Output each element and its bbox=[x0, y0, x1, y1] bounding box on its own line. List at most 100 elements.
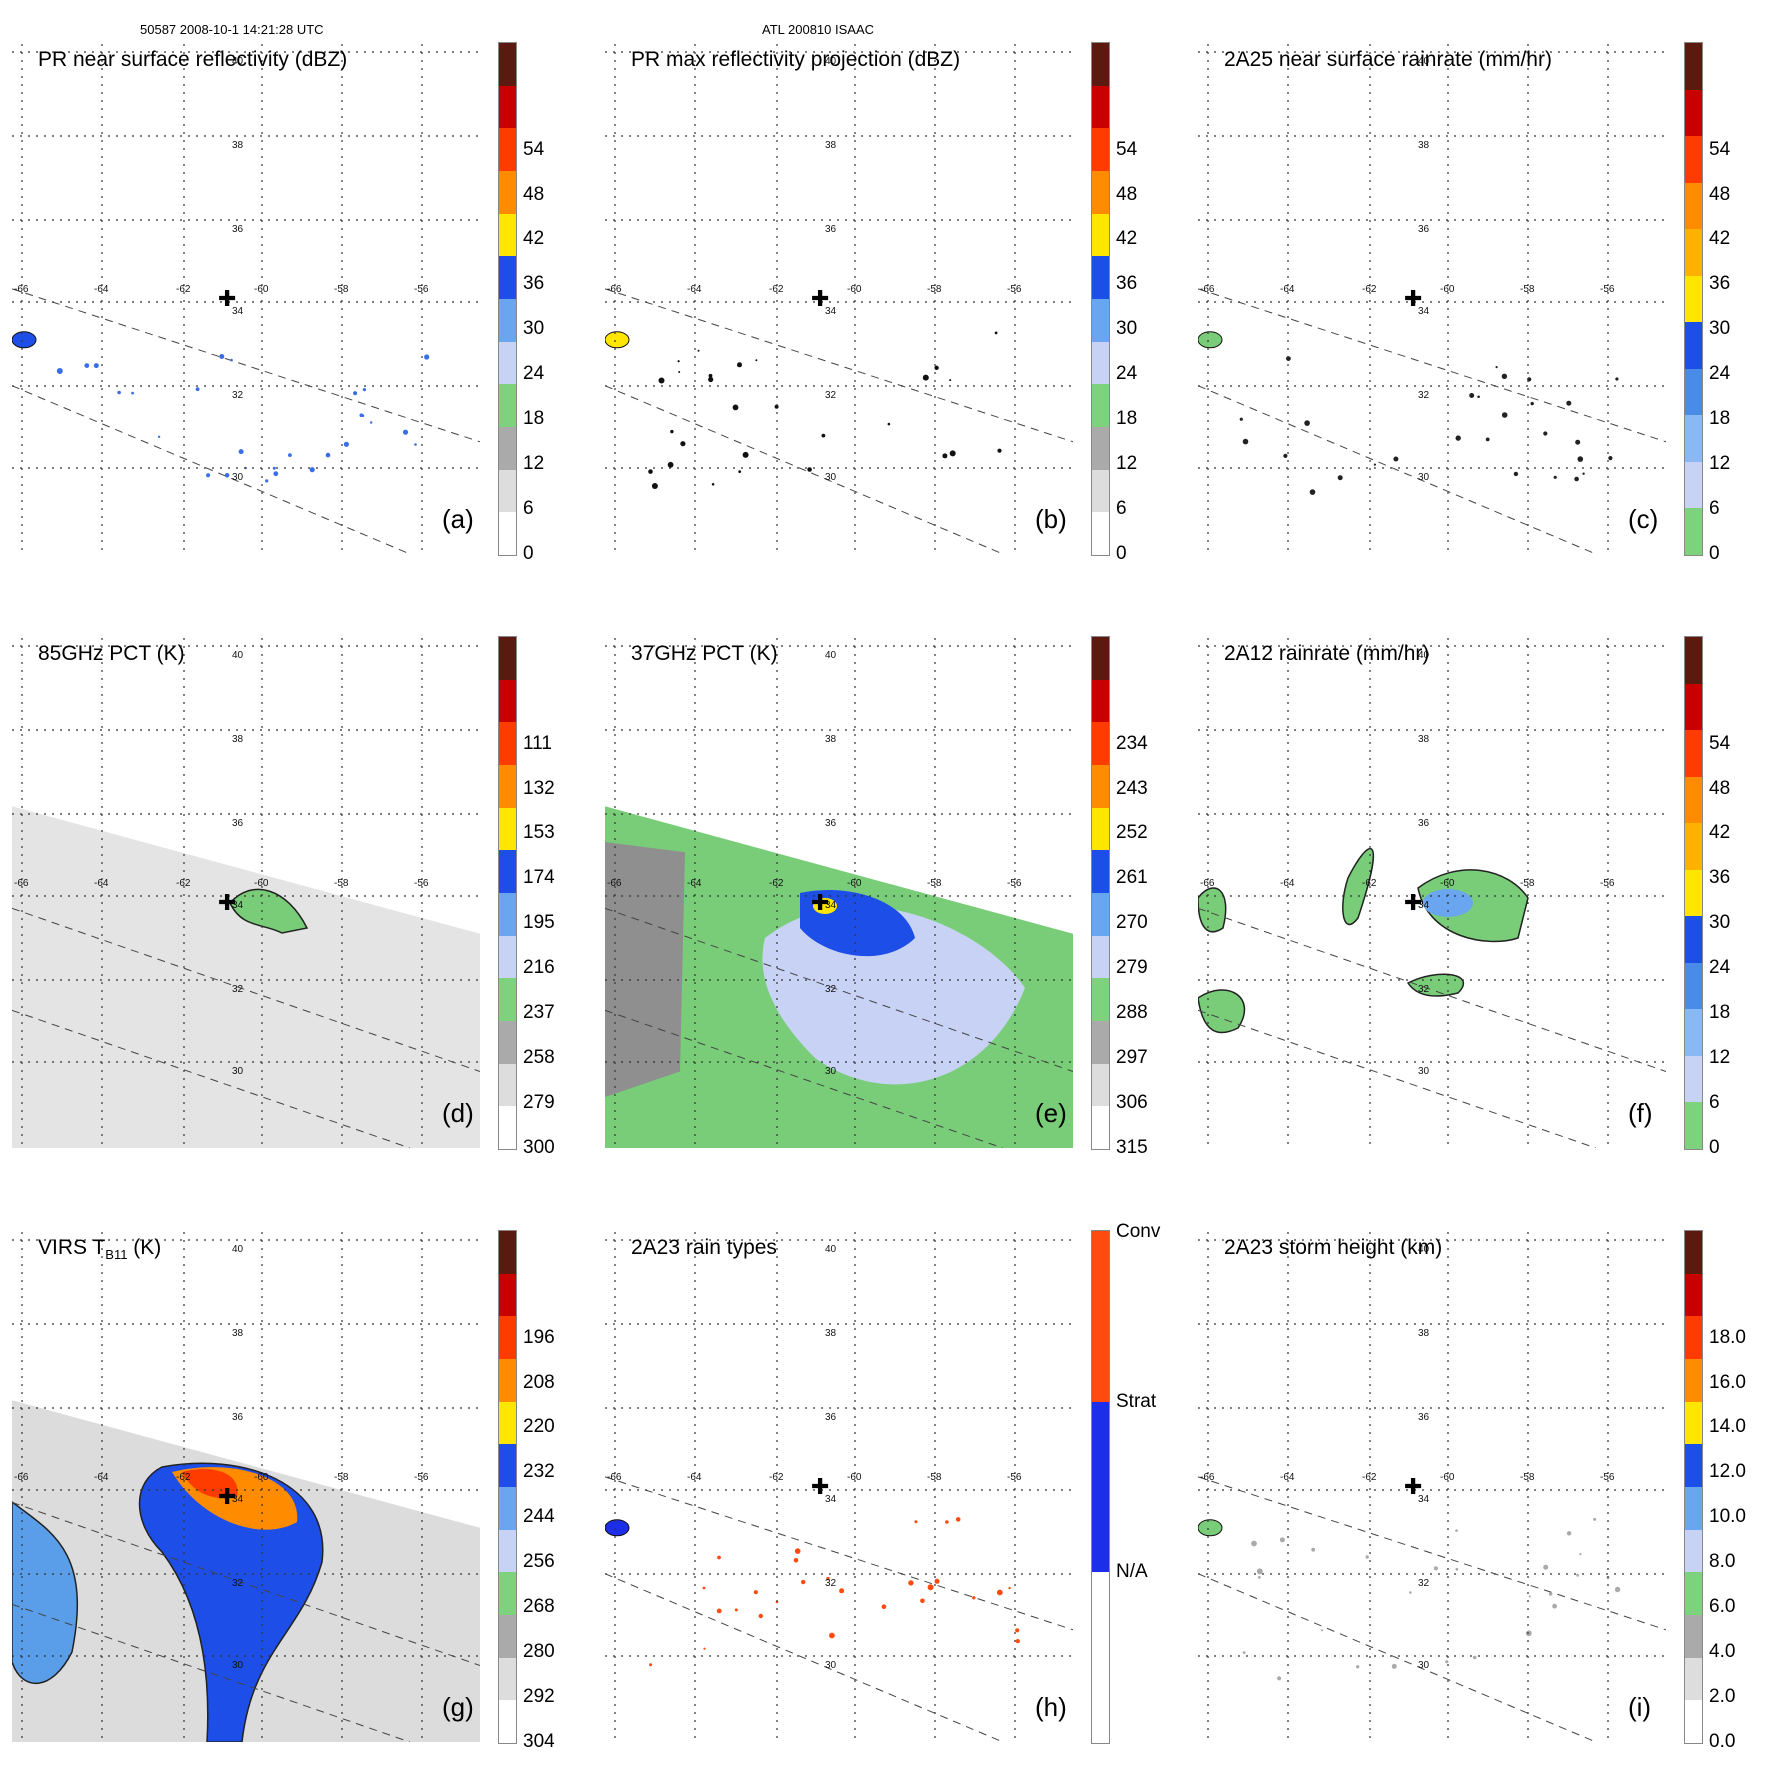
colorbar-segment bbox=[1092, 170, 1109, 214]
colorbar-tick: 30 bbox=[1709, 318, 1731, 340]
echo-pixel bbox=[1242, 1651, 1246, 1654]
colorbar-tick: 24 bbox=[1116, 363, 1138, 385]
echo-pixel bbox=[1239, 417, 1243, 421]
panel-title: PR near surface reflectivity (dBZ) bbox=[38, 48, 347, 72]
lat-label: 32 bbox=[825, 390, 837, 401]
echo-pixel bbox=[1525, 1630, 1532, 1637]
swath-edge-north bbox=[605, 288, 1073, 443]
panel-letter: (b) bbox=[1035, 504, 1067, 534]
colorbar-segment bbox=[499, 170, 516, 214]
map-svg-g: ✚ bbox=[12, 1232, 480, 1742]
echo-pixel bbox=[370, 421, 373, 424]
colorbar-tick: 232 bbox=[523, 1461, 555, 1483]
colorbar-segment bbox=[1685, 637, 1702, 684]
lat-label: 34 bbox=[232, 1494, 244, 1505]
swath-edge-south bbox=[1198, 1573, 1596, 1742]
echo-pixel bbox=[272, 466, 276, 470]
lat-label: 34 bbox=[1418, 1494, 1430, 1505]
colorbar-segment bbox=[1685, 322, 1702, 369]
lon-label: -60 bbox=[847, 284, 862, 295]
panel-title: 2A12 rainrate (mm/hr) bbox=[1224, 642, 1429, 666]
colorbar-segment bbox=[499, 1316, 516, 1359]
panel-letter: (e) bbox=[1035, 1098, 1067, 1128]
lon-label: -60 bbox=[254, 878, 269, 889]
lon-label: -62 bbox=[176, 878, 191, 889]
colorbar-tick: 216 bbox=[523, 957, 555, 979]
colorbar-segment bbox=[1685, 1009, 1702, 1056]
colorbar-tick: 6 bbox=[1116, 498, 1127, 520]
echo-pixel bbox=[1257, 1576, 1261, 1579]
echo-pixel bbox=[934, 1578, 940, 1584]
colorbar-tick: 24 bbox=[1709, 957, 1731, 979]
storm-center-marker: ✚ bbox=[1404, 891, 1422, 916]
storm-center-marker: ✚ bbox=[218, 1485, 236, 1510]
storm-center-marker: ✚ bbox=[811, 891, 829, 916]
colorbar-tick: 18 bbox=[1116, 408, 1138, 430]
panel-title: VIRS TB11 (K) bbox=[38, 1236, 161, 1262]
panel-title-text: 2A25 near surface rainrate (mm/hr) bbox=[1224, 48, 1552, 71]
colorbar-tick: 244 bbox=[523, 1506, 555, 1528]
lon-label: -64 bbox=[94, 284, 109, 295]
colorbar-segment bbox=[1685, 136, 1702, 183]
lon-label: -56 bbox=[1600, 878, 1615, 889]
lat-label: 40 bbox=[232, 650, 244, 661]
colorbar-segment bbox=[499, 256, 516, 299]
echo-pixel bbox=[131, 391, 134, 395]
echo-pixel bbox=[353, 391, 358, 396]
echo-pixel bbox=[1445, 1660, 1449, 1664]
echo-pixel bbox=[1615, 377, 1619, 381]
colorbar-segment bbox=[499, 1444, 516, 1487]
swath-edge-north bbox=[1198, 288, 1666, 443]
panel-title-text: 2A12 rainrate (mm/hr) bbox=[1224, 642, 1430, 665]
map-panel-h: ✚ bbox=[605, 1232, 1073, 1742]
lat-label: 30 bbox=[232, 472, 244, 483]
colorbar-tick: 237 bbox=[523, 1002, 555, 1024]
colorbar-segment bbox=[1685, 1401, 1702, 1445]
colorbar-segment bbox=[499, 298, 516, 342]
colorbar-tick: 4.0 bbox=[1709, 1641, 1736, 1663]
colorbar-tick: 0 bbox=[523, 543, 534, 564]
lon-label: -62 bbox=[1362, 1472, 1377, 1483]
lat-label: 34 bbox=[1418, 306, 1430, 317]
colorbar-tick: 14.0 bbox=[1709, 1416, 1746, 1438]
echo-cluster bbox=[1198, 331, 1223, 349]
echo-pixel bbox=[829, 1632, 835, 1639]
lat-label: 30 bbox=[1418, 472, 1430, 483]
colorbar-tick: 174 bbox=[523, 867, 555, 889]
lat-label: 36 bbox=[1418, 1412, 1430, 1423]
precip-region bbox=[762, 906, 1025, 1085]
echo-pixel bbox=[1530, 401, 1534, 406]
echo-pixel bbox=[934, 365, 939, 370]
lon-label: -66 bbox=[1200, 284, 1215, 295]
echo-pixel bbox=[1279, 1537, 1285, 1543]
colorbar-segment bbox=[1685, 1055, 1702, 1103]
colorbar-tick: 30 bbox=[523, 318, 545, 340]
swath-edge-south bbox=[12, 1603, 410, 1742]
colorbar-tick: 111 bbox=[523, 732, 552, 754]
colorbar-tick: 297 bbox=[1116, 1047, 1148, 1069]
colorbar-tick: 18 bbox=[1709, 1002, 1731, 1024]
colorbar-segment bbox=[499, 637, 516, 680]
colorbar-segment bbox=[499, 978, 516, 1021]
colorbar-segment bbox=[1092, 1063, 1109, 1107]
colorbar-tick: 18 bbox=[523, 408, 545, 430]
echo-pixel bbox=[997, 448, 1002, 453]
lat-label: 30 bbox=[825, 1066, 837, 1077]
swath-edge-south bbox=[605, 1009, 1003, 1148]
lat-label: 32 bbox=[1418, 390, 1430, 401]
lat-label: 34 bbox=[232, 306, 244, 317]
lat-label: 34 bbox=[1418, 900, 1430, 911]
lat-label: 32 bbox=[1418, 1578, 1430, 1589]
colorbar-segment bbox=[499, 43, 516, 86]
map-panel-e: ✚ bbox=[605, 638, 1073, 1148]
echo-pixel bbox=[1501, 373, 1508, 379]
echo-pixel bbox=[1566, 400, 1572, 406]
lat-label: 36 bbox=[1418, 224, 1430, 235]
echo-pixel bbox=[1393, 456, 1399, 462]
echo-pixel bbox=[737, 362, 742, 368]
echo-pixel bbox=[708, 376, 714, 383]
lat-label: 38 bbox=[1418, 140, 1430, 151]
colorbar-tick: 0 bbox=[1709, 1137, 1720, 1158]
echo-pixel bbox=[1311, 1547, 1316, 1552]
echo-pixel bbox=[1576, 1573, 1579, 1577]
